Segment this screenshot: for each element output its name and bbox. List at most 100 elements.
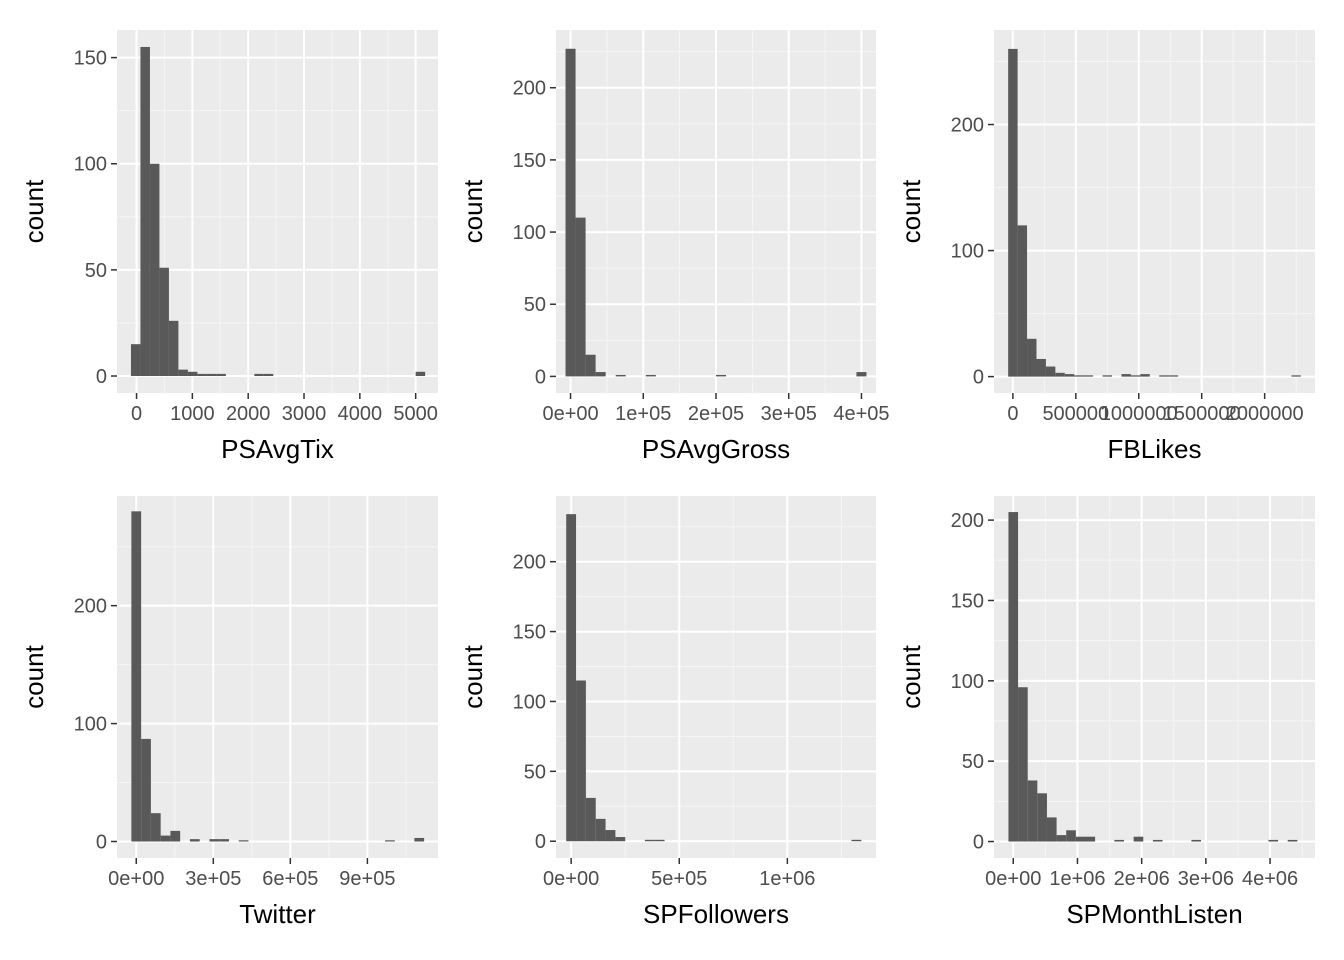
histogram-bar <box>141 738 151 842</box>
x-tick-label: 3000 <box>282 403 327 425</box>
y-tick-label: 0 <box>96 831 107 853</box>
y-tick-label: 50 <box>85 260 107 282</box>
histogram-bar <box>615 374 626 377</box>
histogram-bar <box>1152 839 1163 842</box>
y-tick-label: 200 <box>74 596 107 618</box>
histogram-bar <box>1133 836 1144 842</box>
y-tick-label: 100 <box>513 222 546 244</box>
histogram-bar <box>238 840 249 842</box>
y-tick-label: 0 <box>96 366 107 388</box>
histogram-bar <box>216 373 226 377</box>
histogram-bar <box>1140 374 1150 377</box>
x-axis-title: PSAvgTix <box>221 434 334 464</box>
histogram-bar <box>1066 830 1076 842</box>
y-axis-title: count <box>458 179 488 243</box>
y-axis-title: count <box>458 644 488 708</box>
x-tick-label: 0e+00 <box>543 868 599 890</box>
x-tick-label: 0e+00 <box>985 868 1041 890</box>
x-tick-label: 1000 <box>170 403 215 425</box>
histogram-bar <box>615 837 626 842</box>
histogram-bar <box>1130 375 1141 377</box>
histogram-bar <box>1027 780 1038 842</box>
histogram-bar <box>1037 793 1047 842</box>
x-axis-title: FBLikes <box>1108 434 1202 464</box>
histogram-panel-spfollowers: 0e+00 5e+05 1e+06 0 50 100 150 200 SPFollowers co… <box>458 496 876 929</box>
histogram-bar <box>1045 366 1056 377</box>
histogram-bar <box>1074 375 1084 377</box>
histogram-bar <box>856 372 867 377</box>
histogram-bar <box>178 369 188 377</box>
y-tick-label: 100 <box>74 714 107 736</box>
x-axis-title: SPFollowers <box>643 899 789 929</box>
y-axis-title: count <box>896 644 926 708</box>
histogram-bar <box>160 835 171 842</box>
histogram-bar <box>1168 375 1179 377</box>
x-tick-label: 3e+06 <box>1178 868 1234 890</box>
histogram-bar <box>206 373 217 377</box>
histogram-bar <box>385 840 395 842</box>
histogram-bar <box>1083 375 1094 377</box>
y-axis-title: count <box>19 644 49 708</box>
y-tick-label: 100 <box>951 241 984 263</box>
y-tick-label: 150 <box>74 48 107 70</box>
histogram-bar <box>168 320 179 377</box>
histogram-bar <box>1159 375 1169 377</box>
histogram-bar <box>140 46 150 377</box>
x-tick-label: 1000000 <box>1100 403 1178 425</box>
y-tick-label: 100 <box>951 671 984 693</box>
histogram-bar <box>187 371 198 377</box>
histogram-bar <box>1018 687 1028 842</box>
histogram-bar <box>415 371 426 377</box>
x-tick-label: 1500000 <box>1163 403 1241 425</box>
x-axis-title: SPMonthListen <box>1066 899 1242 929</box>
x-tick-label: 0e+00 <box>108 868 164 890</box>
y-tick-label: 0 <box>535 831 546 853</box>
histogram-bar <box>1268 839 1279 842</box>
histogram-panel-twitter: 0e+00 3e+05 6e+05 9e+05 0 100 200 Twitter count <box>19 496 438 929</box>
y-tick-label: 200 <box>951 115 984 137</box>
y-tick-label: 150 <box>513 150 546 172</box>
histogram-bar <box>1287 839 1298 842</box>
y-tick-label: 100 <box>513 691 546 713</box>
panel-background <box>994 30 1315 393</box>
x-tick-label: 4000 <box>338 403 383 425</box>
histogram-bar <box>585 797 596 842</box>
histogram-bar <box>851 839 862 842</box>
y-tick-label: 0 <box>535 366 546 388</box>
y-axis-title: count <box>19 179 49 243</box>
histogram-bar <box>1102 375 1113 377</box>
histogram-bar <box>263 373 274 377</box>
histogram-bar <box>1291 375 1301 377</box>
histogram-bar <box>1114 839 1125 842</box>
x-tick-label: 500000 <box>1042 403 1109 425</box>
y-tick-label: 0 <box>973 367 984 389</box>
x-tick-label: 1e+06 <box>1049 868 1105 890</box>
histogram-bar <box>644 839 655 842</box>
histogram-bar <box>595 372 606 377</box>
histogram-bar <box>1027 338 1037 377</box>
histogram-bar <box>219 839 229 842</box>
x-tick-label: 9e+05 <box>339 868 395 890</box>
histogram-bar <box>1121 374 1131 377</box>
x-tick-label: 3e+05 <box>185 868 241 890</box>
histogram-bar <box>576 680 586 842</box>
y-tick-label: 200 <box>513 78 546 100</box>
x-tick-label: 4e+06 <box>1242 868 1298 890</box>
x-tick-label: 0e+00 <box>542 403 598 425</box>
histogram-bar <box>716 374 727 377</box>
x-axis-title: Twitter <box>239 899 316 929</box>
histogram-bar <box>575 217 586 377</box>
y-tick-label: 150 <box>951 590 984 612</box>
x-tick-label: 1e+06 <box>759 868 815 890</box>
y-axis-title: count <box>896 179 926 243</box>
histogram-bar <box>170 830 181 842</box>
histogram-bar <box>1191 839 1202 842</box>
histogram-bar <box>595 818 606 842</box>
histogram-bar <box>1055 372 1065 377</box>
histogram-bar <box>645 374 656 377</box>
x-tick-label: 2e+05 <box>688 403 744 425</box>
histogram-bar <box>1064 374 1075 377</box>
histogram-bar <box>654 839 665 842</box>
histogram-bar <box>1017 225 1028 377</box>
